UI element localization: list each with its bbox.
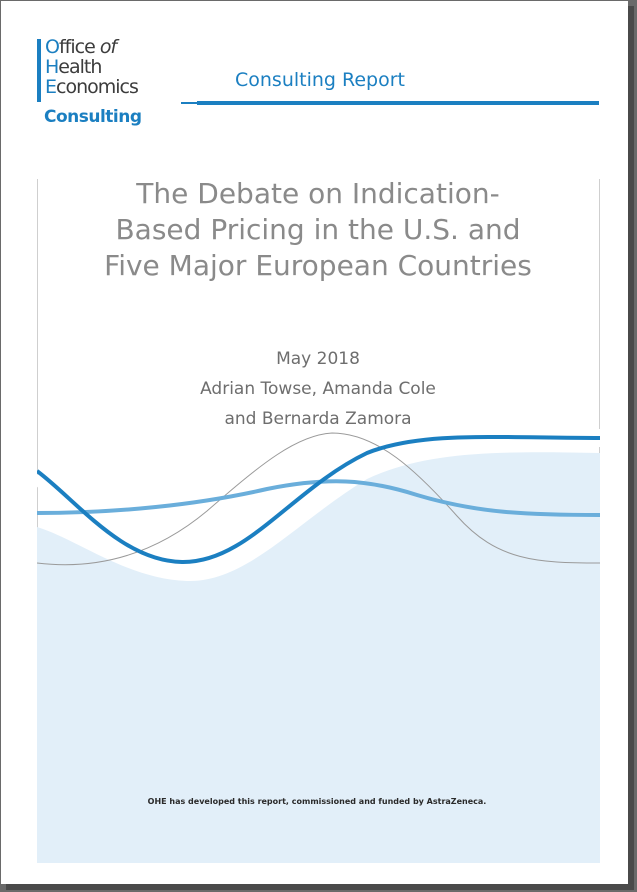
wave-main-blue-line [37, 434, 600, 565]
wave-grey-line [37, 432, 600, 566]
logo-line-office: Office of [45, 36, 117, 58]
logo-accent-bar [37, 39, 41, 102]
wave-fill-area [37, 452, 600, 863]
logo-consulting-label: Consulting [44, 107, 142, 127]
page-shadow-right [628, 6, 634, 890]
decorative-waves [37, 428, 600, 863]
authors-line-1: Adrian Towse, Amanda Cole [200, 379, 436, 399]
content-frame-left [37, 179, 38, 863]
report-date: May 2018 [276, 349, 360, 369]
authors-line-2: and Bernarda Zamora [224, 409, 412, 429]
title-line-2: Based Pricing in the U.S. and [115, 213, 521, 246]
logo-line-economics: Economics [45, 76, 139, 98]
header-rule-tip [181, 102, 199, 104]
logo-line-health: Health [45, 56, 102, 78]
ohe-logo: Office of Health Economics Consulting [35, 37, 165, 132]
report-cover-page: Office of Health Economics Consulting Co… [1, 1, 628, 884]
funding-note: OHE has developed this report, commissio… [147, 797, 487, 806]
report-title: The Debate on Indication- Based Pricing … [61, 176, 575, 284]
title-line-3: Five Major European Countries [104, 249, 532, 282]
page-shadow-bottom [6, 884, 634, 890]
title-line-1: The Debate on Indication- [136, 177, 500, 210]
wave-mid-blue-line [37, 479, 600, 517]
header-rule [197, 101, 599, 105]
header-title: Consulting Report [235, 69, 406, 91]
